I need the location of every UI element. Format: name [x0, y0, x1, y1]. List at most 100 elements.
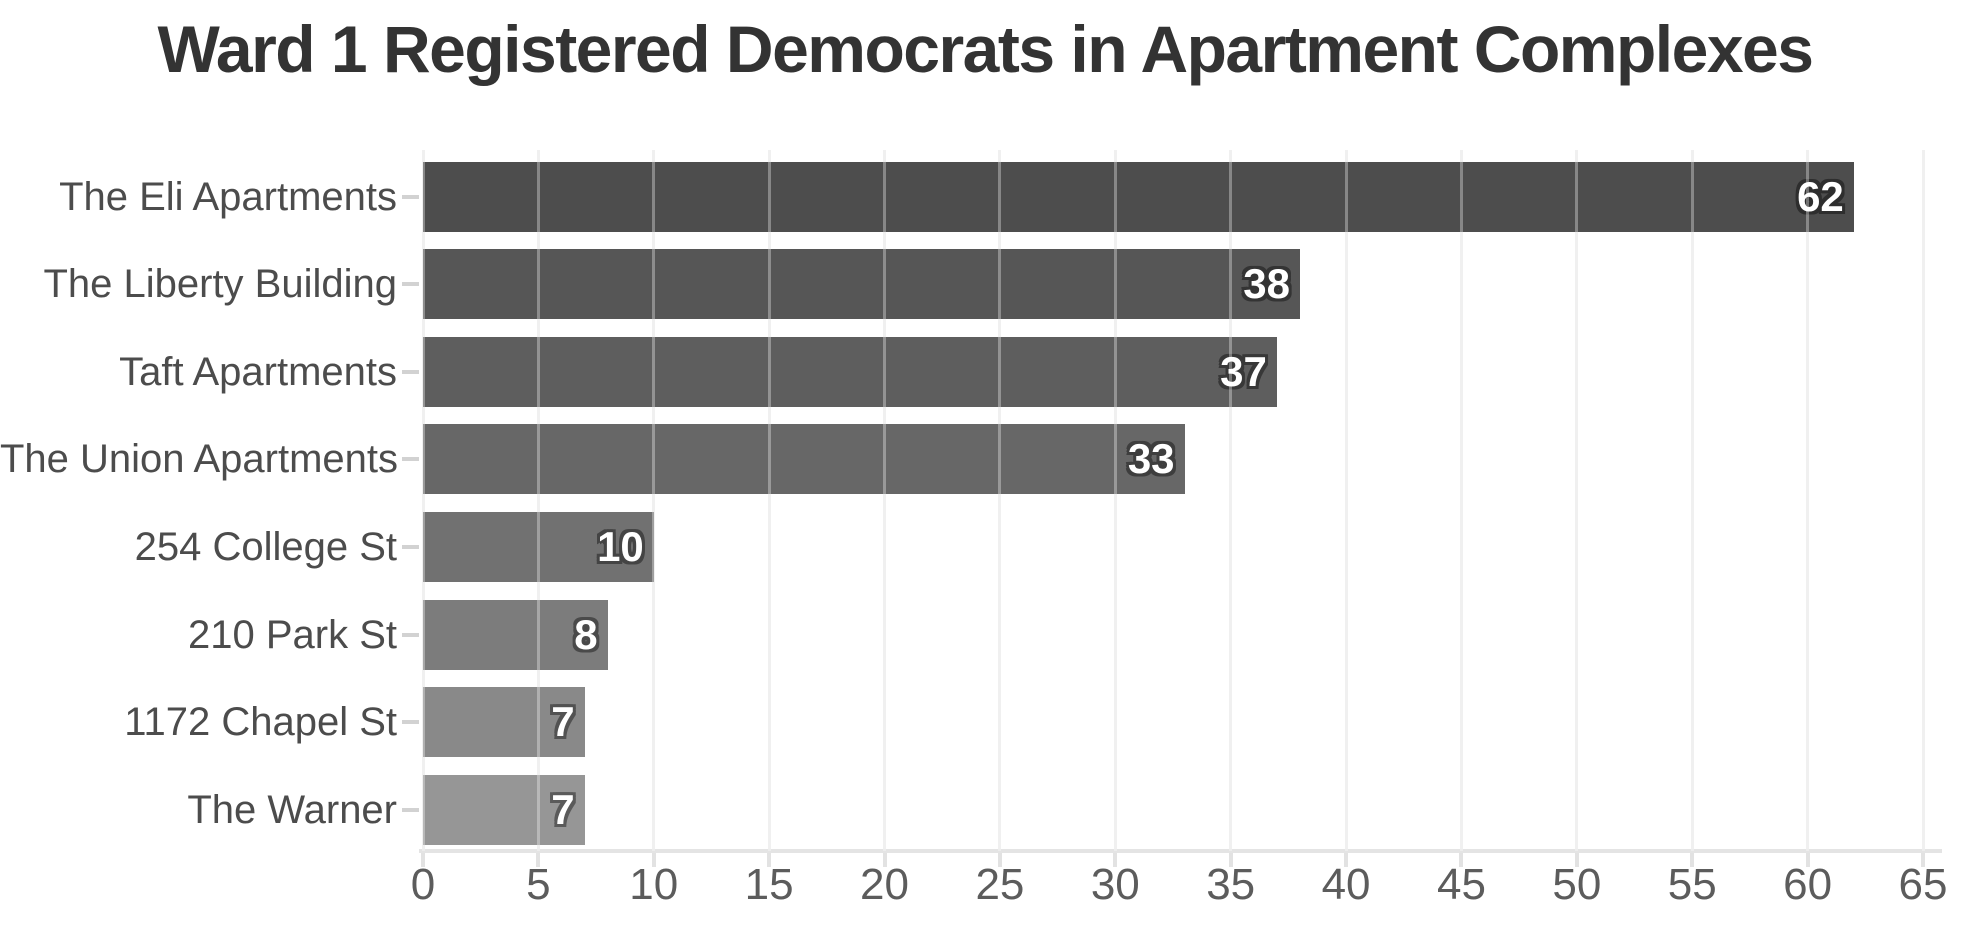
category-label: The Liberty Building: [43, 262, 397, 307]
x-axis-tick-mark: [1921, 853, 1925, 867]
x-axis-line: [419, 849, 1942, 853]
x-axis-tick-label: 50: [1552, 860, 1602, 909]
category-label: Taft Apartments: [119, 349, 397, 394]
gridline: [1113, 150, 1117, 851]
bar: [423, 511, 654, 582]
bar-row: The Eli Apartments 62: [0, 161, 1970, 232]
gridline: [1690, 150, 1694, 851]
x-axis-tick-mark: [1344, 853, 1349, 867]
bar-value-label: 8: [574, 610, 598, 658]
bar-row: 1172 Chapel St 7: [0, 687, 1970, 758]
gridline-overlay: [652, 150, 656, 851]
gridline: [1806, 150, 1810, 851]
bar-row: 254 College St 10: [0, 511, 1970, 582]
bar-value-label: 62: [1797, 172, 1844, 220]
x-axis-tick-label: 60: [1783, 860, 1833, 909]
x-axis-tick-label: 5: [526, 860, 551, 909]
bar-value-label: 7: [551, 698, 575, 746]
x-axis-tick-label: 30: [1090, 860, 1140, 909]
category-tick-mark: [402, 194, 419, 199]
x-axis-tick-mark: [767, 853, 772, 867]
bar-row: The Union Apartments 33: [0, 424, 1970, 495]
category-label: The Warner: [187, 787, 397, 832]
x-axis-tick-mark: [1805, 853, 1810, 867]
gridline: [536, 150, 540, 851]
x-axis-tick-mark: [1690, 853, 1695, 867]
bar-row: 210 Park St 8: [0, 599, 1970, 670]
gridline-overlay: [1690, 150, 1694, 851]
category-label: The Union Apartments: [0, 437, 398, 482]
bar-value-label: 38: [1243, 260, 1290, 308]
x-axis-tick-label: 20: [860, 860, 910, 909]
bar-value-label: 10: [597, 522, 644, 570]
bar: [423, 774, 585, 845]
category-tick-mark: [402, 807, 419, 812]
category-label: 254 College St: [134, 524, 397, 569]
x-axis-tick-mark: [1228, 853, 1233, 867]
gridline-overlay: [1344, 150, 1348, 851]
gridline: [1229, 150, 1233, 851]
x-axis-tick-mark: [651, 853, 656, 867]
gridline-overlay: [998, 150, 1002, 851]
gridline-overlay: [1921, 150, 1925, 851]
gridline: [998, 150, 1002, 851]
bar: [423, 161, 1854, 232]
bar: [423, 424, 1185, 495]
x-axis-tick-label: 0: [410, 860, 436, 909]
bar-value-label: 37: [1220, 347, 1267, 395]
x-axis-tick-mark: [536, 853, 541, 867]
x-axis-tick-label: 55: [1667, 860, 1717, 909]
bar-row: The Liberty Building 38: [0, 249, 1970, 320]
chart-title: Ward 1 Registered Democrats in Apartment…: [157, 12, 1814, 86]
bar-value-label: 7: [551, 785, 575, 833]
x-axis-tick-mark: [1574, 853, 1579, 867]
gridline: [652, 150, 656, 851]
category-label: 210 Park St: [187, 612, 397, 657]
bar: [423, 249, 1300, 320]
bar: [423, 599, 608, 670]
gridline-overlay: [536, 150, 540, 851]
gridline: [767, 150, 771, 851]
gridline: [1575, 150, 1579, 851]
category-tick-mark: [402, 632, 419, 637]
category-tick-mark: [402, 369, 419, 374]
gridline-overlay: [1459, 150, 1463, 851]
x-axis-tick-mark: [882, 853, 887, 867]
category-label: The Eli Apartments: [59, 174, 397, 219]
x-axis-tick-label: 40: [1321, 860, 1371, 909]
gridline-overlay: [421, 150, 425, 851]
bar: [423, 687, 585, 758]
gridline-overlay: [1806, 150, 1810, 851]
x-axis-tick-mark: [997, 853, 1002, 867]
bar: [423, 336, 1277, 407]
category-tick-mark: [402, 457, 419, 462]
gridline-overlay: [1113, 150, 1117, 851]
gridline-overlay: [883, 150, 887, 851]
gridline-overlay: [1229, 150, 1233, 851]
x-axis-tick-label: 65: [1898, 860, 1948, 909]
bar-value-label: 33: [1127, 435, 1175, 483]
gridline: [883, 150, 887, 851]
gridline: [1921, 150, 1925, 851]
category-tick-mark: [402, 544, 419, 549]
bar-row: Taft Apartments 37: [0, 336, 1970, 407]
category-label: 1172 Chapel St: [124, 700, 397, 745]
x-axis-tick-mark: [1459, 853, 1464, 867]
x-axis-tick-label: 45: [1436, 860, 1486, 909]
x-axis-tick-label: 15: [744, 860, 794, 909]
gridline: [1459, 150, 1463, 851]
x-axis-tick-mark: [421, 853, 425, 867]
gridline: [421, 150, 425, 851]
x-axis-tick-label: 10: [629, 860, 679, 909]
gridline: [1344, 150, 1348, 851]
gridline-overlay: [1575, 150, 1579, 851]
bar-row: The Warner 7: [0, 774, 1970, 845]
x-axis-tick-label: 35: [1206, 860, 1256, 909]
gridline-overlay: [767, 150, 771, 851]
x-axis-tick-mark: [1113, 853, 1118, 867]
x-axis-tick-label: 25: [975, 860, 1025, 909]
category-tick-mark: [402, 282, 419, 287]
category-tick-mark: [402, 720, 419, 725]
